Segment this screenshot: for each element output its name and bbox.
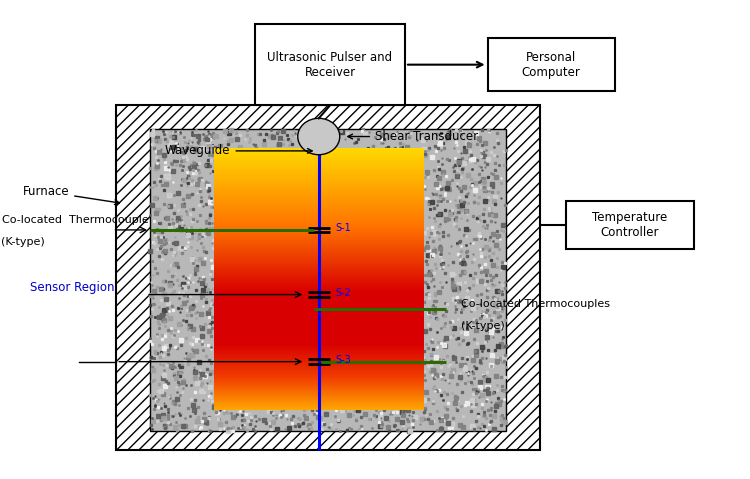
Text: (K-type): (K-type) — [461, 321, 505, 331]
Text: S-1: S-1 — [335, 224, 351, 233]
Text: Shear Transducer: Shear Transducer — [348, 130, 478, 143]
Bar — [116, 105, 540, 450]
Bar — [255, 24, 405, 105]
Text: Personal
Computer: Personal Computer — [522, 51, 580, 79]
Text: Ultrasonic Pulser and
Receiver: Ultrasonic Pulser and Receiver — [268, 51, 392, 79]
Bar — [150, 129, 506, 431]
Text: (K-type): (K-type) — [2, 237, 45, 247]
Text: Waveguide: Waveguide — [165, 144, 312, 158]
Text: Furnace: Furnace — [22, 185, 119, 205]
Bar — [566, 201, 694, 249]
Text: S-2: S-2 — [335, 288, 351, 298]
Bar — [214, 148, 424, 410]
Ellipse shape — [298, 118, 340, 155]
Bar — [488, 38, 615, 91]
Text: Co-located Thermocouples: Co-located Thermocouples — [461, 299, 610, 309]
Text: Sensor Region: Sensor Region — [30, 281, 115, 294]
Text: Co-located  Thermocouple: Co-located Thermocouple — [2, 215, 148, 225]
Text: Temperature
Controller: Temperature Controller — [592, 211, 668, 239]
Text: S-3: S-3 — [335, 355, 351, 365]
